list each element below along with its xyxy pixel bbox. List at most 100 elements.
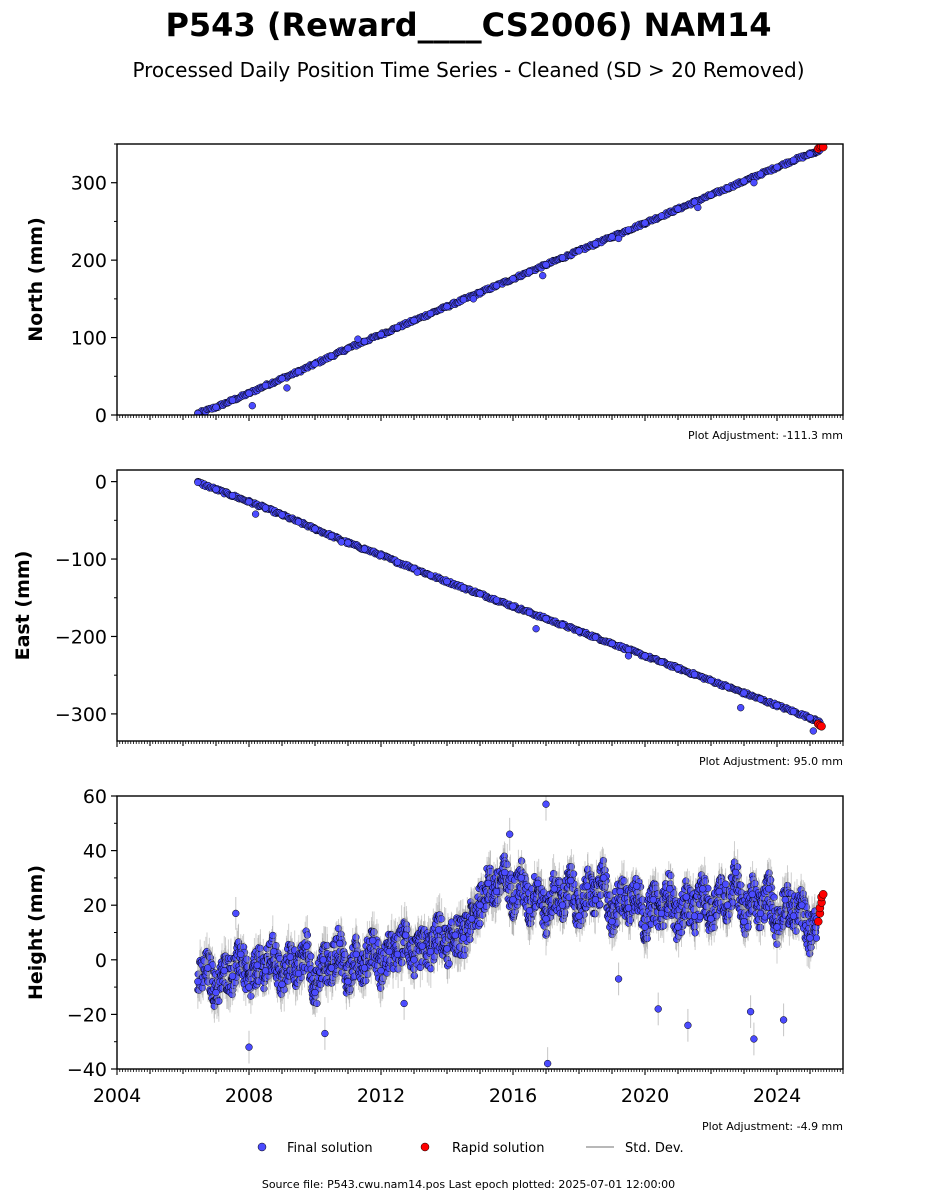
chart-title: P543 (Reward____CS2006) NAM14 — [165, 6, 771, 44]
data-point — [789, 156, 798, 164]
final-point — [303, 931, 312, 939]
data-point — [614, 234, 623, 243]
data-point — [393, 323, 402, 332]
height-dense-markers — [194, 841, 820, 1023]
data-point — [413, 568, 421, 576]
north-series-final-solution — [194, 146, 824, 415]
data-point — [756, 695, 765, 703]
y-tick-label: 100 — [71, 328, 107, 350]
east-series-outliers — [251, 510, 817, 735]
data-point — [426, 571, 435, 579]
data-point — [532, 625, 540, 633]
y-tick-label: 300 — [71, 173, 107, 195]
y-tick-label: 0 — [95, 405, 107, 427]
east-plot-adjustment: Plot Adjustment: 95.0 mm — [699, 755, 843, 768]
data-point — [228, 491, 237, 500]
data-point — [789, 707, 798, 716]
data-point — [641, 219, 649, 227]
data-point — [261, 381, 270, 390]
data-point — [294, 367, 303, 376]
data-point — [657, 212, 666, 220]
data-point — [608, 639, 616, 648]
final-point — [542, 929, 551, 937]
north-series-outliers — [248, 179, 758, 410]
data-point — [707, 676, 715, 685]
data-point — [327, 532, 336, 540]
data-point — [750, 179, 758, 187]
data-point — [694, 203, 702, 212]
y-tick-label: 200 — [71, 250, 107, 272]
chart-subtitle: Processed Daily Position Time Series - C… — [132, 58, 804, 82]
data-point — [608, 233, 616, 241]
data-point — [278, 374, 286, 383]
data-point — [228, 396, 237, 404]
north-series-rapid-solution — [814, 144, 828, 153]
data-point — [327, 352, 336, 360]
east-series-final-solution — [194, 478, 824, 727]
data-point — [278, 511, 286, 519]
data-point — [558, 254, 567, 262]
data-point — [525, 608, 534, 617]
y-tick-label: 0 — [95, 472, 107, 494]
data-point — [723, 683, 732, 691]
data-point — [575, 627, 583, 635]
rapid-point — [817, 722, 826, 731]
data-point — [360, 545, 369, 553]
data-point — [311, 360, 319, 368]
data-point — [311, 525, 319, 533]
data-point — [525, 268, 534, 276]
data-point — [283, 384, 291, 392]
data-point — [575, 247, 583, 255]
y-tick-label: −100 — [55, 549, 107, 571]
data-point — [251, 510, 260, 518]
data-point — [393, 558, 402, 566]
data-point — [773, 701, 781, 710]
data-point — [245, 498, 253, 506]
data-point — [674, 664, 682, 672]
data-point — [194, 478, 202, 487]
data-point — [476, 289, 484, 297]
east-plot-area — [194, 477, 826, 735]
data-point — [245, 389, 253, 397]
east-series-rapid-solution — [814, 719, 826, 731]
north-plot-area — [194, 144, 828, 415]
data-point — [591, 240, 600, 248]
data-point — [377, 551, 385, 559]
data-point — [294, 518, 303, 526]
east-ylabel: East (mm) — [12, 551, 34, 661]
data-point — [740, 177, 748, 185]
data-point — [344, 344, 352, 353]
east-panel: 0 −100 −200 −300 East (mm) Plot Adjustment: 9… — [12, 469, 844, 768]
data-point — [641, 652, 649, 660]
data-point — [337, 538, 346, 546]
y-tick-label: −300 — [55, 704, 107, 726]
data-point — [674, 205, 682, 213]
panels: 0 100 200 300 North (mm) Plot Adjustment: -11… — [12, 143, 844, 1133]
data-point — [469, 295, 478, 303]
east-axes-frame — [116, 469, 844, 742]
data-point — [410, 316, 418, 325]
data-point — [212, 485, 220, 494]
data-point — [509, 275, 517, 283]
data-point — [591, 633, 600, 641]
data-point — [542, 261, 550, 269]
data-point — [756, 170, 765, 178]
data-point — [492, 596, 501, 604]
data-point — [806, 150, 814, 158]
data-point — [459, 584, 468, 592]
data-point — [624, 645, 633, 654]
data-point — [212, 403, 220, 411]
data-point — [624, 652, 633, 660]
rapid-point — [818, 144, 828, 152]
data-point — [707, 191, 715, 199]
data-point — [459, 295, 468, 304]
data-point — [690, 670, 699, 679]
data-point — [377, 330, 385, 339]
data-point — [624, 226, 633, 234]
data-point — [558, 621, 567, 629]
height-plot-area — [194, 796, 828, 1069]
data-point — [492, 282, 501, 290]
data-point — [539, 271, 547, 280]
data-point — [773, 163, 781, 171]
